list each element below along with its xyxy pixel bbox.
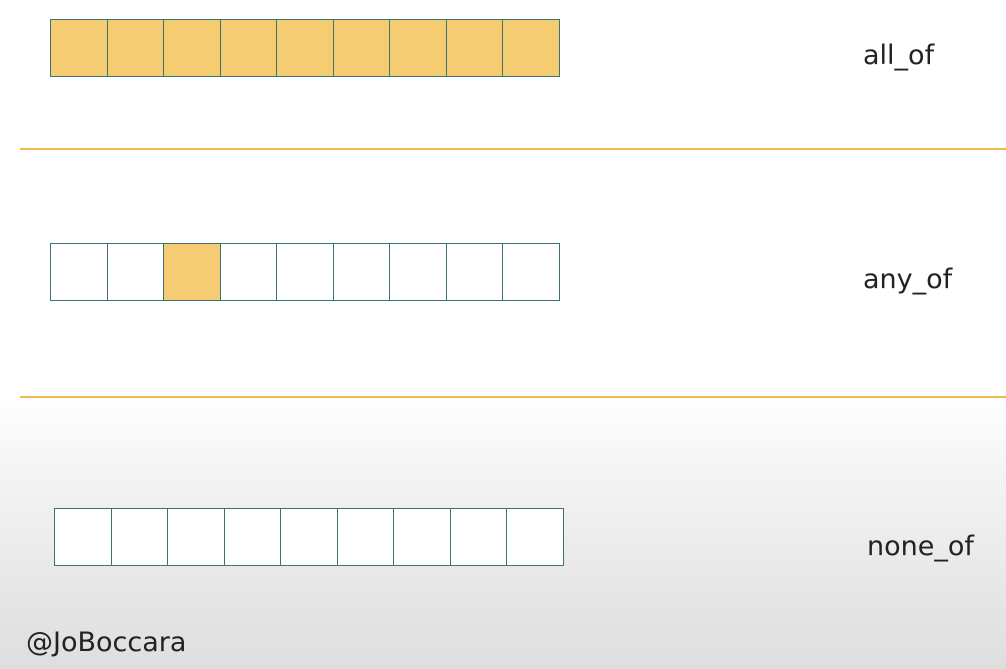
array-cell-filled [389, 19, 447, 77]
any-of-array [50, 243, 560, 303]
array-cell [50, 243, 108, 301]
none-of-label: none_of [867, 531, 974, 562]
array-cell-filled [163, 19, 221, 77]
array-cell [502, 243, 560, 301]
array-cell [280, 508, 338, 566]
array-cell [393, 508, 451, 566]
array-cell [445, 243, 504, 301]
array-cell [106, 243, 165, 301]
array-cell-filled [332, 19, 391, 77]
any-of-label: any_of [863, 264, 953, 295]
array-cell-filled [106, 19, 165, 77]
none-of-array [54, 508, 564, 568]
array-cell [223, 508, 282, 566]
all-of-label: all_of [863, 40, 935, 71]
author-handle: @JoBoccara [26, 627, 187, 658]
array-cell [389, 243, 447, 301]
array-cell-filled [502, 19, 560, 77]
array-cell-filled [219, 19, 278, 77]
array-cell [219, 243, 278, 301]
array-cell [449, 508, 508, 566]
array-cell-filled [50, 19, 108, 77]
divider-bottom [20, 396, 1006, 398]
array-cell [276, 243, 334, 301]
array-cell [332, 243, 391, 301]
array-cell-filled [276, 19, 334, 77]
array-cell [54, 508, 112, 566]
array-cell [167, 508, 225, 566]
array-cell [110, 508, 169, 566]
array-cell [506, 508, 564, 566]
all-of-array [50, 19, 560, 79]
array-cell-filled [163, 243, 221, 301]
divider-top [20, 148, 1006, 150]
array-cell-filled [445, 19, 504, 77]
array-cell [336, 508, 395, 566]
